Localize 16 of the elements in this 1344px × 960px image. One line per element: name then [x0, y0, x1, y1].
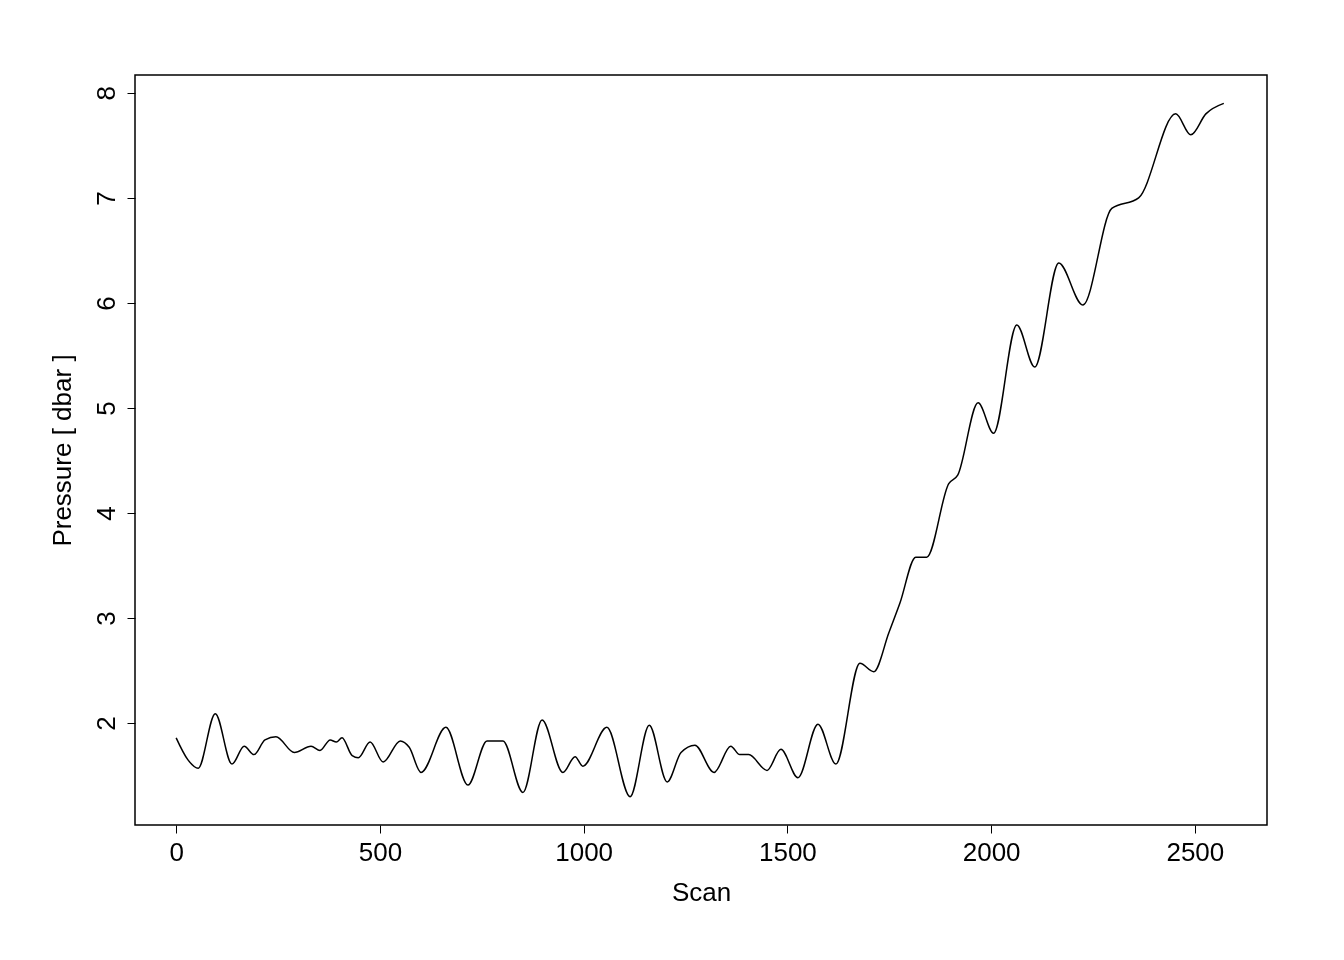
line-series [175, 102, 1225, 798]
y-tick-label: 7 [90, 191, 121, 206]
x-tick-label: 1500 [758, 836, 817, 867]
y-axis-title: Pressure [ dbar ] [46, 354, 77, 547]
x-tick-label: 1000 [555, 836, 614, 867]
y-tick-label: 2 [90, 716, 121, 731]
y-tick-label: 5 [90, 401, 121, 416]
x-axis-title: Scan [671, 876, 732, 907]
y-tick-label: 8 [90, 86, 121, 101]
x-tick-label: 500 [358, 836, 403, 867]
y-tick-label: 3 [90, 611, 121, 626]
y-tick-label: 4 [90, 506, 121, 521]
y-tick-label: 6 [90, 296, 121, 311]
x-tick-label: 2000 [962, 836, 1021, 867]
x-tick-label: 0 [169, 836, 184, 867]
x-tick-label: 2500 [1166, 836, 1225, 867]
